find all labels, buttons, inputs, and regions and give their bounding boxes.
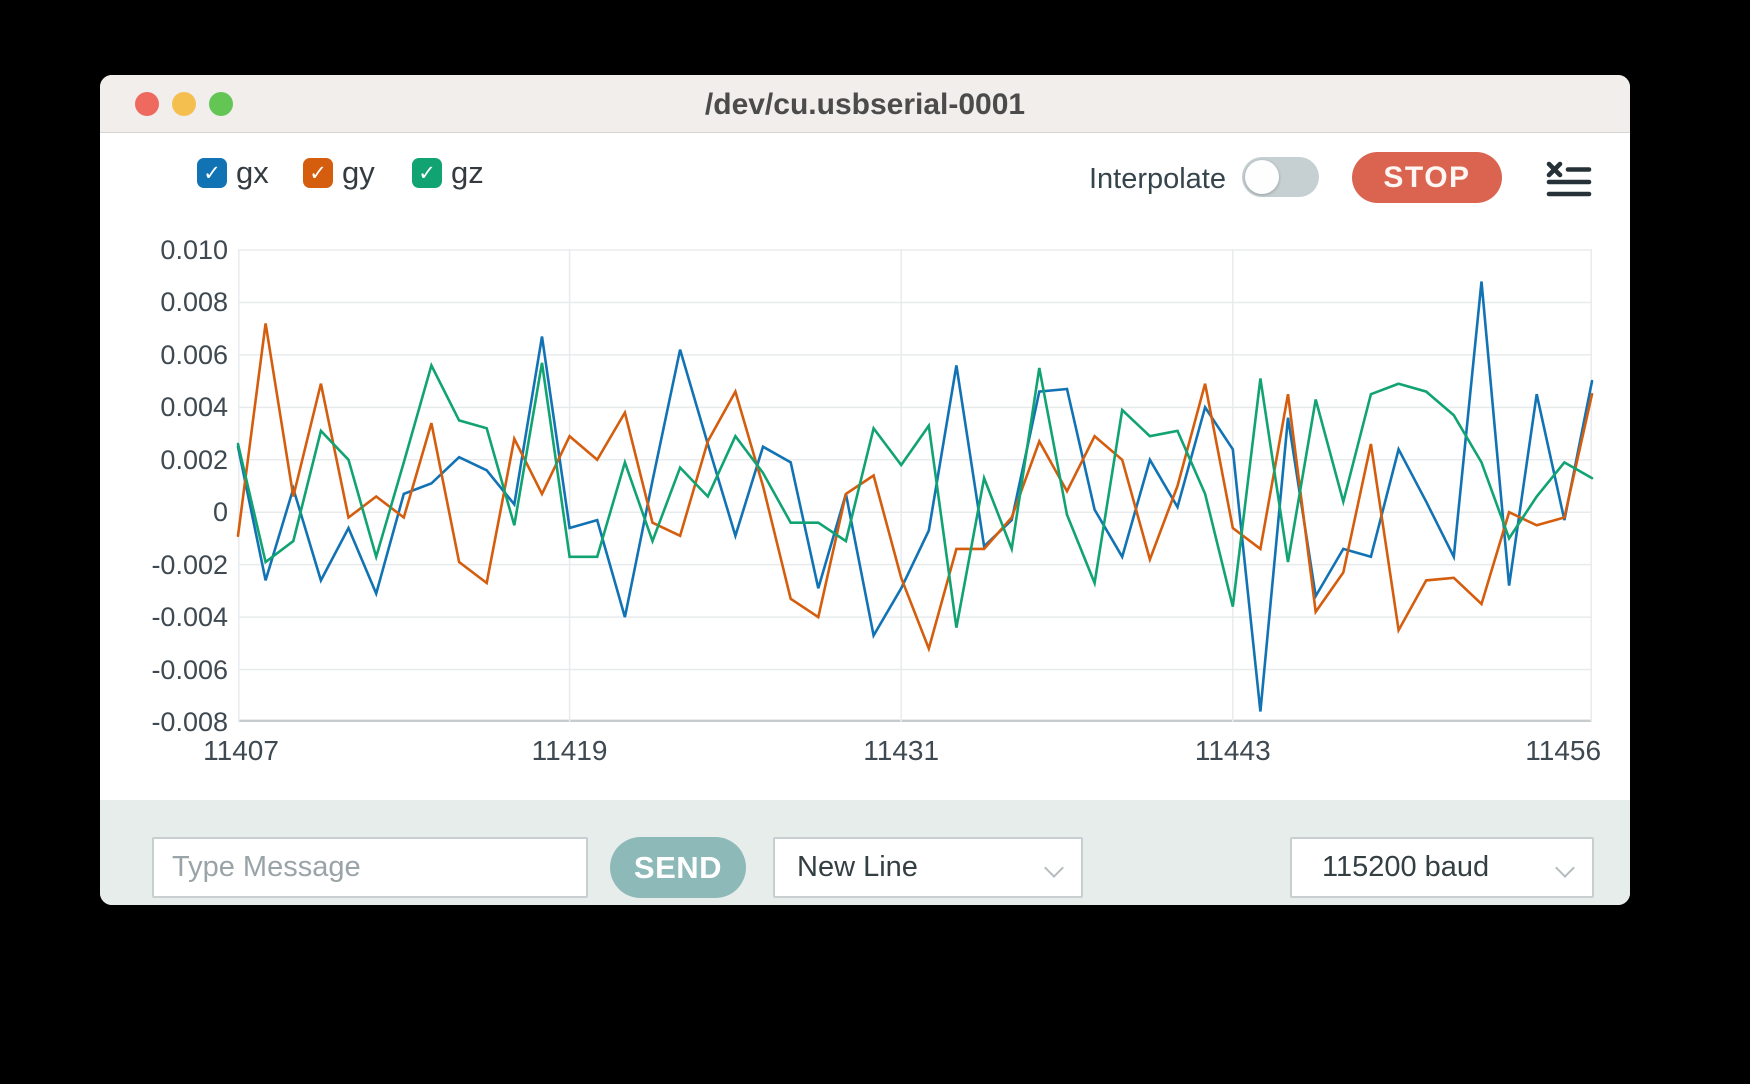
- baud-rate-value: 115200 baud: [1322, 851, 1490, 883]
- interpolate-toggle[interactable]: [1242, 157, 1319, 197]
- series-toggle-gx[interactable]: ✓ gx: [197, 155, 269, 191]
- window-title: /dev/cu.usbserial-0001: [704, 88, 1026, 121]
- stop-button[interactable]: STOP: [1352, 152, 1502, 203]
- clear-plot-button[interactable]: [1546, 161, 1592, 201]
- baud-rate-select[interactable]: 115200 baud: [1290, 837, 1594, 898]
- gz-checkbox[interactable]: ✓: [412, 158, 442, 188]
- series-toggle-gz[interactable]: ✓ gz: [412, 155, 484, 191]
- gz-checkbox-label: gz: [451, 155, 484, 190]
- series-toggle-gy[interactable]: ✓ gy: [303, 155, 375, 191]
- gy-checkbox-label: gy: [342, 155, 375, 190]
- minimize-button[interactable]: [172, 92, 196, 116]
- line-ending-select[interactable]: New Line: [773, 837, 1083, 898]
- chevron-down-icon: [1555, 858, 1575, 878]
- line-ending-value: New Line: [797, 851, 918, 883]
- y-axis-labels: 0.010 0.008 0.006 0.004 0.002 0 -0.002 -0.004 -0…: [151, 235, 228, 737]
- send-button[interactable]: SEND: [610, 837, 746, 898]
- message-input[interactable]: [152, 837, 588, 898]
- traffic-lights: [135, 92, 233, 116]
- zoom-button[interactable]: [209, 92, 233, 116]
- clear-list-icon: [1546, 161, 1592, 197]
- interpolate-label: Interpolate: [1088, 163, 1226, 195]
- chevron-down-icon: [1044, 858, 1064, 878]
- bottom-bar: SEND New Line 115200 baud: [100, 800, 1630, 905]
- x-axis-labels: 11407 11419 11431 11443 11456: [203, 735, 1602, 766]
- plot: [236, 249, 1594, 722]
- close-button[interactable]: [135, 92, 159, 116]
- toggle-knob: [1245, 160, 1279, 194]
- gy-checkbox[interactable]: ✓: [303, 158, 333, 188]
- titlebar[interactable]: /dev/cu.usbserial-0001: [100, 75, 1630, 133]
- gx-checkbox-label: gx: [236, 155, 269, 190]
- gx-checkbox[interactable]: ✓: [197, 158, 227, 188]
- app-window: /dev/cu.usbserial-0001 ✓ gx ✓ gy ✓ gz In…: [100, 75, 1630, 905]
